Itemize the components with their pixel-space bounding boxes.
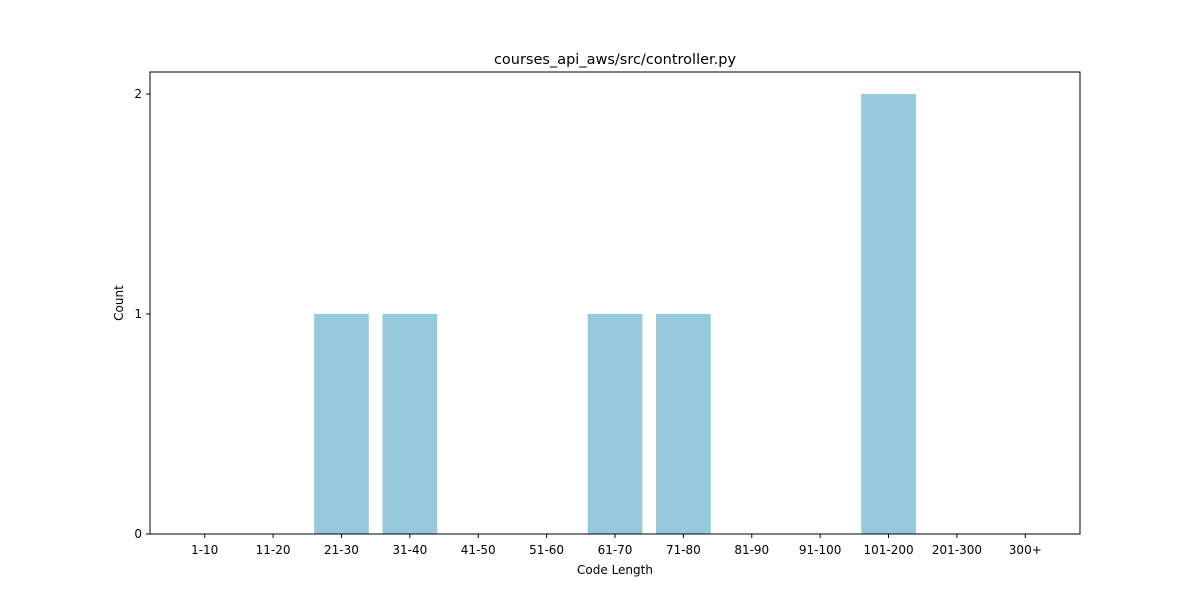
x-tick-label: 11-20 — [256, 543, 291, 557]
x-tick-label: 31-40 — [392, 543, 427, 557]
x-tick-label: 101-200 — [863, 543, 913, 557]
x-tick-label: 81-90 — [734, 543, 769, 557]
y-tick-label: 0 — [134, 527, 142, 541]
x-axis-ticks: 1-10 11-20 21-30 31-40 41-50 51-60 61-70 71-80 8… — [191, 534, 1042, 557]
x-tick-label: 61-70 — [598, 543, 633, 557]
bar-61-70 — [587, 314, 643, 534]
bar-21-30 — [314, 314, 369, 534]
bar-101-200 — [861, 94, 916, 534]
x-axis-label: Code Length — [577, 563, 653, 577]
x-tick-label: 21-30 — [324, 543, 359, 557]
bar-31-40 — [382, 314, 438, 534]
y-axis-ticks: 0 1 2 — [134, 87, 150, 541]
x-tick-label: 51-60 — [529, 543, 564, 557]
x-tick-label: 201-300 — [932, 543, 982, 557]
x-tick-label: 71-80 — [666, 543, 701, 557]
bars-group — [314, 94, 916, 534]
x-tick-label: 91-100 — [799, 543, 842, 557]
y-tick-label: 2 — [134, 87, 142, 101]
y-tick-label: 1 — [134, 307, 142, 321]
x-tick-label: 1-10 — [191, 543, 218, 557]
y-axis-label: Count — [112, 285, 126, 321]
chart-title: courses_api_aws/src/controller.py — [494, 52, 737, 68]
x-tick-label: 300+ — [1009, 543, 1042, 557]
plot-frame — [149, 71, 1081, 535]
bar-71-80 — [656, 314, 711, 534]
x-tick-label: 41-50 — [461, 543, 496, 557]
